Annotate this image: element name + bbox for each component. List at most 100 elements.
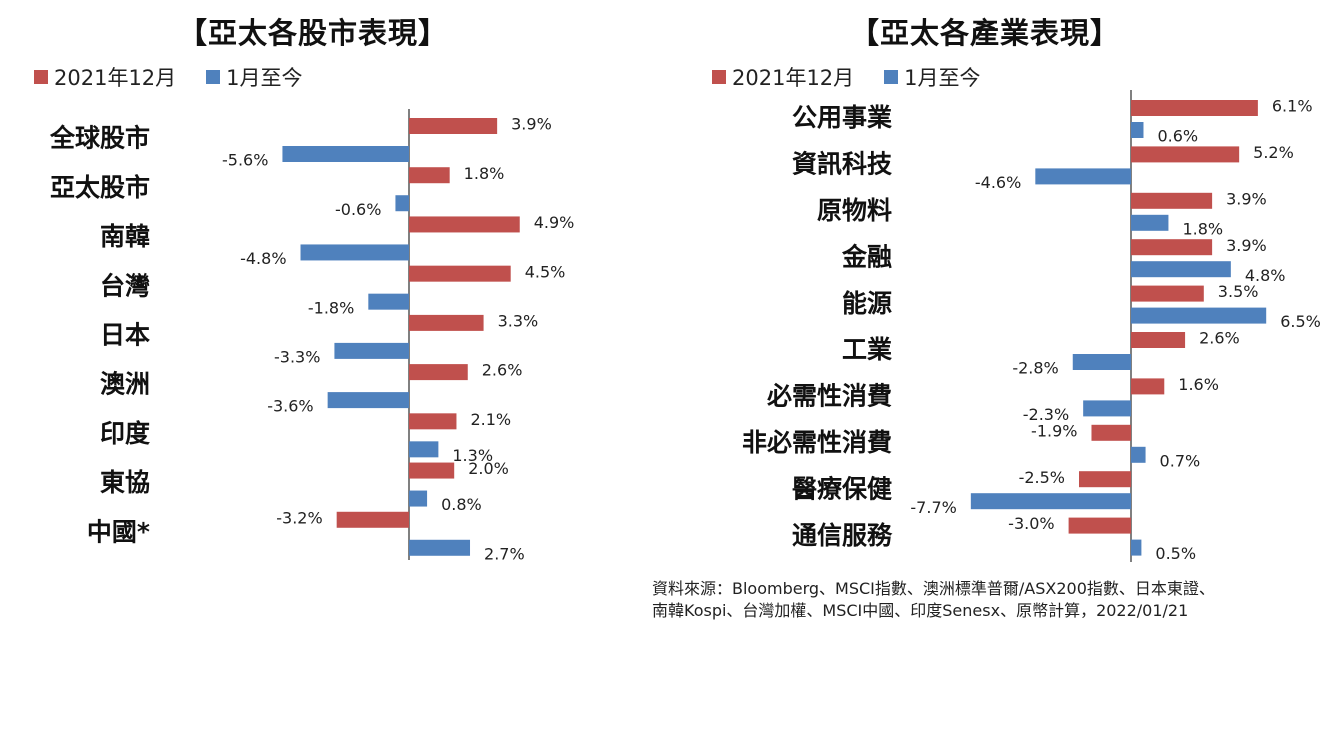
source-note: 資料來源：Bloomberg、MSCI指數、澳洲標準普爾/ASX200指數、日本… — [652, 578, 1312, 622]
left-bar-dec2021 — [409, 364, 468, 381]
left-bar-ytd — [409, 490, 428, 507]
right-category-label: 通信服務 — [792, 521, 893, 550]
right-data-label: -3.0% — [1008, 514, 1054, 533]
right-bar-dec2021 — [1131, 100, 1258, 116]
right-data-label: 1.6% — [1178, 375, 1219, 394]
left-bar-dec2021 — [409, 216, 520, 233]
right-data-label: 6.1% — [1272, 97, 1313, 116]
right-category-label: 能源 — [842, 289, 892, 318]
left-legend: 2021年12月 1月至今 — [34, 62, 333, 92]
source-note-line-1: 資料來源：Bloomberg、MSCI指數、澳洲標準普爾/ASX200指數、日本… — [652, 579, 1215, 598]
left-bar-dec2021 — [409, 118, 498, 134]
left-data-label: -5.6% — [222, 151, 268, 170]
left-bar-ytd — [409, 441, 439, 458]
left-bar-dec2021 — [409, 265, 511, 282]
left-data-label: 1.3% — [452, 446, 493, 465]
left-bar-dec2021 — [409, 413, 457, 430]
right-data-label: 3.9% — [1226, 189, 1267, 208]
right-category-label: 工業 — [842, 335, 892, 364]
right-legend-item-1: 2021年12月 — [712, 62, 854, 92]
left-data-label: 3.3% — [498, 311, 539, 330]
right-data-label: 0.7% — [1160, 451, 1201, 470]
right-bar-dec2021 — [1091, 424, 1131, 441]
left-bar-ytd — [327, 392, 409, 409]
left-data-label: -4.8% — [240, 249, 286, 268]
left-legend-label-2: 1月至今 — [226, 66, 303, 90]
left-category-label: 南韓 — [100, 222, 150, 251]
right-bar-ytd — [970, 493, 1131, 510]
left-data-label: 4.9% — [534, 213, 575, 232]
right-bar-dec2021 — [1131, 192, 1213, 209]
left-data-label: 4.5% — [525, 262, 566, 281]
right-category-label: 必需性消費 — [767, 382, 892, 411]
right-data-label: 0.6% — [1157, 127, 1198, 146]
left-bar-dec2021 — [409, 314, 484, 331]
legend-swatch-red — [34, 70, 48, 84]
right-bar-dec2021 — [1131, 146, 1240, 163]
left-data-label: 0.8% — [441, 495, 482, 514]
left-data-label: 2.1% — [470, 410, 511, 429]
left-bar-chart: 全球股市 3.9% -5.6% 亞太股市 1.8% -0.6% 南韓 4.9% -4.8% 台灣 4… — [49, 109, 575, 563]
legend-swatch-red — [712, 70, 726, 84]
right-category-label: 金融 — [841, 242, 892, 271]
right-category-label: 資訊科技 — [792, 150, 892, 179]
left-category-label: 中國* — [87, 517, 150, 546]
right-data-label: -2.5% — [1019, 468, 1065, 487]
right-data-label: -1.9% — [1031, 421, 1077, 440]
left-bar-ytd — [282, 146, 409, 162]
right-data-label: 6.5% — [1280, 312, 1321, 331]
legend-swatch-blue — [884, 70, 899, 84]
right-data-label: 1.8% — [1182, 219, 1223, 238]
left-data-label: -3.2% — [276, 508, 322, 527]
right-data-label: 5.2% — [1253, 143, 1294, 162]
right-data-label: 3.5% — [1218, 282, 1259, 301]
left-category-label: 東協 — [100, 468, 150, 497]
left-bar-dec2021 — [409, 167, 450, 184]
left-bar-ytd — [300, 244, 409, 261]
left-legend-item-1: 2021年12月 — [34, 62, 176, 92]
left-bar-dec2021 — [409, 462, 455, 479]
right-data-label: 0.5% — [1155, 544, 1196, 563]
left-category-label: 台灣 — [100, 271, 150, 300]
right-bar-dec2021 — [1131, 378, 1165, 395]
right-bar-ytd — [1072, 354, 1131, 370]
right-bar-ytd — [1083, 400, 1131, 417]
right-bar-ytd — [1131, 122, 1144, 138]
right-data-label: 2.6% — [1199, 329, 1240, 348]
left-bar-ytd — [368, 293, 409, 310]
right-chart-title: 【亞太各產業表現】 — [850, 16, 1121, 50]
right-category-label: 公用事業 — [792, 103, 892, 132]
left-category-label: 澳洲 — [100, 370, 150, 399]
left-data-label: -1.8% — [308, 298, 354, 317]
left-bar-ytd — [334, 342, 409, 359]
left-category-label: 日本 — [100, 321, 150, 350]
right-bar-dec2021 — [1068, 517, 1131, 534]
right-bar-ytd — [1035, 168, 1131, 185]
left-bar-ytd — [395, 195, 409, 212]
left-data-label: 1.8% — [464, 164, 505, 183]
right-bar-ytd — [1131, 307, 1267, 324]
right-bar-ytd — [1131, 261, 1231, 278]
left-chart-title: 【亞太各股市表現】 — [178, 16, 449, 50]
left-bar-ytd — [409, 539, 471, 556]
right-legend: 2021年12月 1月至今 — [712, 62, 1011, 92]
left-legend-item-2: 1月至今 — [206, 62, 303, 92]
legend-swatch-blue — [206, 70, 221, 84]
right-bar-dec2021 — [1131, 239, 1213, 256]
left-category-label: 印度 — [100, 419, 150, 448]
left-bar-dec2021 — [336, 511, 409, 528]
right-bar-ytd — [1131, 214, 1169, 231]
right-data-label: 3.9% — [1226, 236, 1267, 255]
right-bar-ytd — [1131, 539, 1142, 556]
right-legend-label-2: 1月至今 — [904, 66, 981, 90]
left-data-label: -0.6% — [335, 200, 381, 219]
left-data-label: -3.6% — [267, 397, 313, 416]
right-legend-label-1: 2021年12月 — [732, 66, 855, 90]
right-data-label: -2.8% — [1012, 359, 1058, 378]
right-data-label: -7.7% — [910, 498, 956, 517]
left-data-label: 2.7% — [484, 544, 525, 563]
right-category-label: 醫療保健 — [792, 474, 892, 503]
right-legend-item-2: 1月至今 — [884, 62, 981, 92]
source-note-line-2: 南韓Kospi、台灣加權、MSCI中國、印度Senesx、原幣計算，2022/0… — [652, 601, 1189, 620]
